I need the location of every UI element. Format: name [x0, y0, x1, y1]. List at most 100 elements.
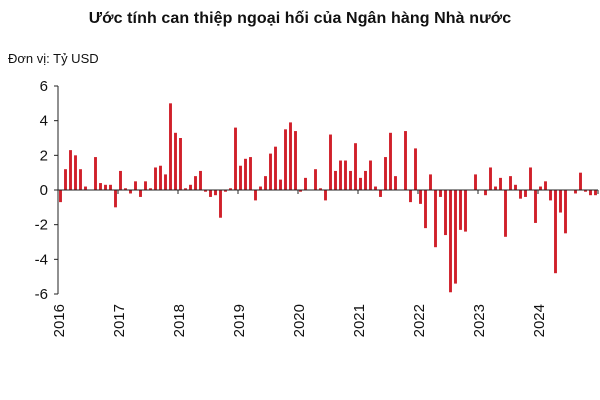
- bar: [574, 190, 577, 194]
- bar: [489, 167, 492, 190]
- bar: [564, 190, 567, 234]
- bar: [444, 190, 447, 236]
- x-tick-label: 2018: [171, 304, 188, 337]
- bar: [149, 188, 152, 190]
- bar: [314, 169, 317, 190]
- bar: [594, 190, 597, 196]
- bar: [219, 190, 222, 218]
- bar: [589, 190, 592, 196]
- x-tick-label: 2016: [51, 304, 68, 337]
- y-tick-label: -6: [35, 286, 48, 303]
- bar: [224, 190, 227, 192]
- bar: [429, 174, 432, 190]
- bar: [114, 190, 117, 208]
- bar: [289, 122, 292, 190]
- bar: [204, 190, 207, 192]
- axes-group: -6 -4 -2 0 2 4 6 2016 2017 2018 2019 2020 2021 2022 20…: [35, 78, 599, 337]
- bar: [499, 177, 502, 190]
- bar: [194, 176, 197, 190]
- bar: [519, 190, 522, 199]
- bar: [69, 150, 72, 190]
- bar: [534, 190, 537, 223]
- bar: [209, 190, 212, 197]
- bar: [259, 186, 262, 190]
- bar: [364, 170, 367, 190]
- bar: [324, 190, 327, 201]
- bar: [419, 190, 422, 204]
- bar: [369, 160, 372, 190]
- x-tick-label: 2023: [471, 304, 488, 337]
- unit-label: Đơn vị: Tỷ USD: [8, 51, 99, 66]
- bar: [409, 190, 412, 203]
- bar: [389, 132, 392, 190]
- bar: [354, 143, 357, 190]
- bar: [274, 146, 277, 190]
- bar: [269, 153, 272, 190]
- y-tick-label: 4: [40, 113, 48, 130]
- bar: [189, 184, 192, 190]
- bar: [214, 190, 217, 196]
- bar: [514, 184, 517, 190]
- bar: [74, 155, 77, 190]
- bar: [504, 190, 507, 237]
- bar: [119, 170, 122, 190]
- bar: [404, 131, 407, 190]
- bar: [414, 148, 417, 190]
- bar: [474, 174, 477, 190]
- bar: [159, 165, 162, 190]
- bar: [199, 170, 202, 190]
- bar: [139, 190, 142, 197]
- bar: [174, 132, 177, 190]
- bar: [184, 188, 187, 190]
- x-tick-label: 2022: [411, 304, 428, 337]
- bar: [384, 157, 387, 190]
- x-tick-label: 2017: [111, 304, 128, 337]
- bar: [464, 190, 467, 232]
- y-tick-label: -4: [35, 251, 48, 268]
- bar: [179, 138, 182, 190]
- bar: [279, 179, 282, 190]
- x-tick-label: 2019: [231, 304, 248, 337]
- bar: [394, 176, 397, 190]
- bar: [494, 186, 497, 190]
- bar: [134, 181, 137, 190]
- bar: [109, 184, 112, 190]
- bar: [434, 190, 437, 248]
- bar: [454, 190, 457, 284]
- bar: [249, 157, 252, 190]
- bar: [59, 190, 62, 203]
- y-tick-label: 0: [40, 182, 48, 199]
- bar: [349, 170, 352, 190]
- bar: [299, 190, 302, 192]
- bar: [239, 165, 242, 190]
- bar: [359, 177, 362, 190]
- bar: [374, 186, 377, 190]
- bar: [254, 190, 257, 201]
- bar: [234, 127, 237, 190]
- bar: [319, 188, 322, 190]
- y-tick-label: 6: [40, 78, 48, 95]
- bar: [579, 172, 582, 190]
- x-tick-label: 2021: [351, 304, 368, 337]
- bar: [339, 160, 342, 190]
- bar: [244, 158, 247, 190]
- bar: [329, 134, 332, 190]
- bar: [554, 190, 557, 274]
- bar: [459, 190, 462, 230]
- bar: [144, 181, 147, 190]
- y-tick-label: 2: [40, 147, 48, 164]
- bar: [449, 190, 452, 293]
- bar: [99, 183, 102, 190]
- x-tick-label: 2024: [531, 304, 548, 337]
- bar: [169, 103, 172, 190]
- bar: [544, 181, 547, 190]
- bars-group: [59, 103, 597, 293]
- bar: [584, 190, 587, 192]
- bar: [94, 157, 97, 190]
- bar: [164, 174, 167, 190]
- bar: [509, 176, 512, 190]
- x-tick-label: 2020: [291, 304, 308, 337]
- bar: [539, 186, 542, 190]
- bar: [264, 176, 267, 190]
